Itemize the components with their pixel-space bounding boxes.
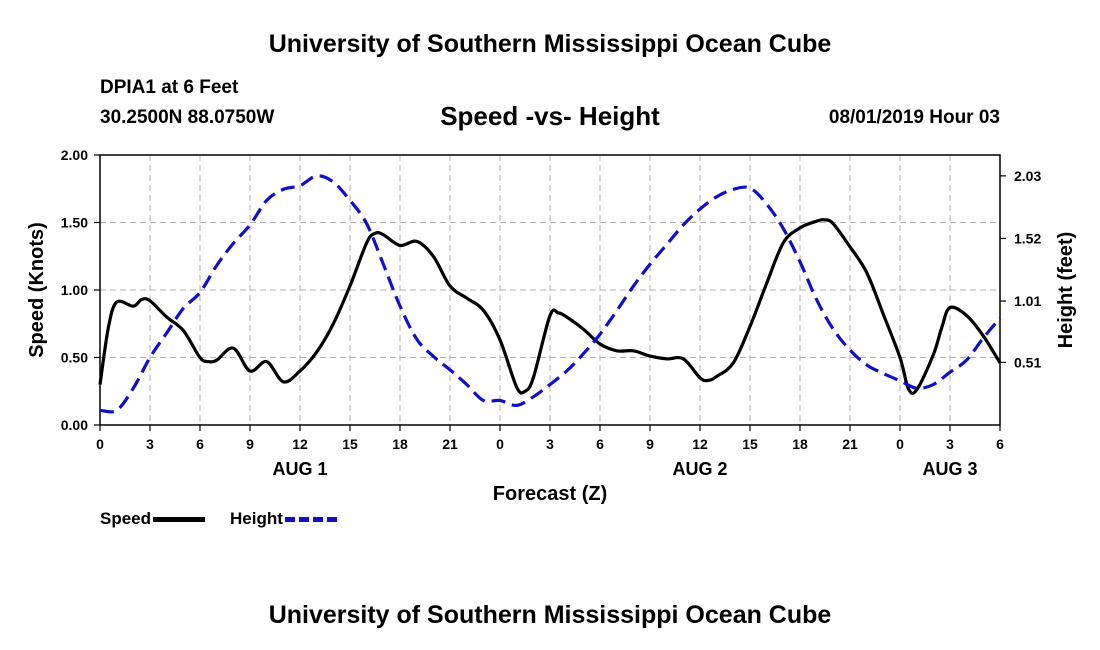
chart-grid: [100, 155, 1000, 425]
x-tick-label: 9: [246, 436, 254, 452]
y2-tick-label: 1.01: [1014, 293, 1041, 309]
station-name: DPIA1 at 6 Feet: [100, 77, 239, 98]
legend-height: Height: [230, 509, 337, 529]
day-label: AUG 3: [922, 459, 977, 479]
chart-title: Speed -vs- Height: [440, 101, 660, 131]
x-tick-label: 6: [596, 436, 604, 452]
y2-tick-label: 2.03: [1014, 168, 1041, 184]
y2-tick-label: 1.52: [1014, 230, 1041, 246]
x-tick-label: 12: [692, 436, 708, 452]
day-label: AUG 2: [672, 459, 727, 479]
y-tick-label: 1.50: [61, 215, 88, 231]
legend-height-swatch: [284, 517, 337, 523]
legend-speed-label: Speed: [100, 509, 152, 528]
forecast-datetime: 08/01/2019 Hour 03: [828, 107, 1000, 128]
x-tick-label: 18: [792, 436, 808, 452]
y-tick-label: 0.50: [61, 350, 88, 366]
y-axis-label: Speed (Knots): [26, 222, 48, 358]
x-tick-label: 0: [96, 436, 104, 452]
chart-series: [98, 174, 1002, 414]
y-tick-label: 2.00: [61, 147, 88, 163]
axis-ticks: 0 3 6 9 12 15 18 21 0 3 6 9 12 15 18 21 0 3 6 0.00 0.50 1.00 1…: [61, 147, 1042, 479]
x-tick-label: 0: [896, 436, 904, 452]
x-tick-label: 3: [546, 436, 554, 452]
x-tick-label: 15: [742, 436, 758, 452]
station-location: 30.2500N 88.0750W: [100, 107, 275, 128]
x-tick-label: 3: [946, 436, 954, 452]
page-title: University of Southern Mississippi Ocean…: [268, 30, 832, 58]
x-tick-label: 15: [342, 436, 358, 452]
speed-height-chart: 0 3 6 9 12 15 18 21 0 3 6 9 12 15 18 21 0 3 6 0.00 0.50 1.00 1…: [26, 147, 1077, 505]
series-line-speed: [98, 218, 1002, 395]
x-tick-label: 9: [646, 436, 654, 452]
day-label: AUG 1: [272, 459, 327, 479]
legend-height-label: Height: [230, 509, 283, 528]
x-tick-label: 12: [292, 436, 308, 452]
y2-axis-label: Height (feet): [1055, 232, 1077, 349]
legend-speed: Speed: [100, 509, 206, 529]
y2-tick-label: 0.51: [1014, 354, 1041, 370]
x-tick-label: 21: [442, 436, 458, 452]
x-tick-label: 6: [996, 436, 1004, 452]
x-tick-label: 3: [146, 436, 154, 452]
x-axis-label: Forecast (Z): [493, 483, 607, 505]
y-tick-label: 0.00: [61, 417, 88, 433]
footer-title: University of Southern Mississippi Ocean…: [268, 601, 832, 629]
x-tick-label: 18: [392, 436, 408, 452]
x-tick-label: 21: [842, 436, 858, 452]
series-line-height: [99, 174, 1002, 414]
x-tick-label: 6: [196, 436, 204, 452]
legend-speed-swatch: [153, 517, 206, 523]
y-tick-label: 1.00: [61, 282, 88, 298]
x-tick-label: 0: [496, 436, 504, 452]
